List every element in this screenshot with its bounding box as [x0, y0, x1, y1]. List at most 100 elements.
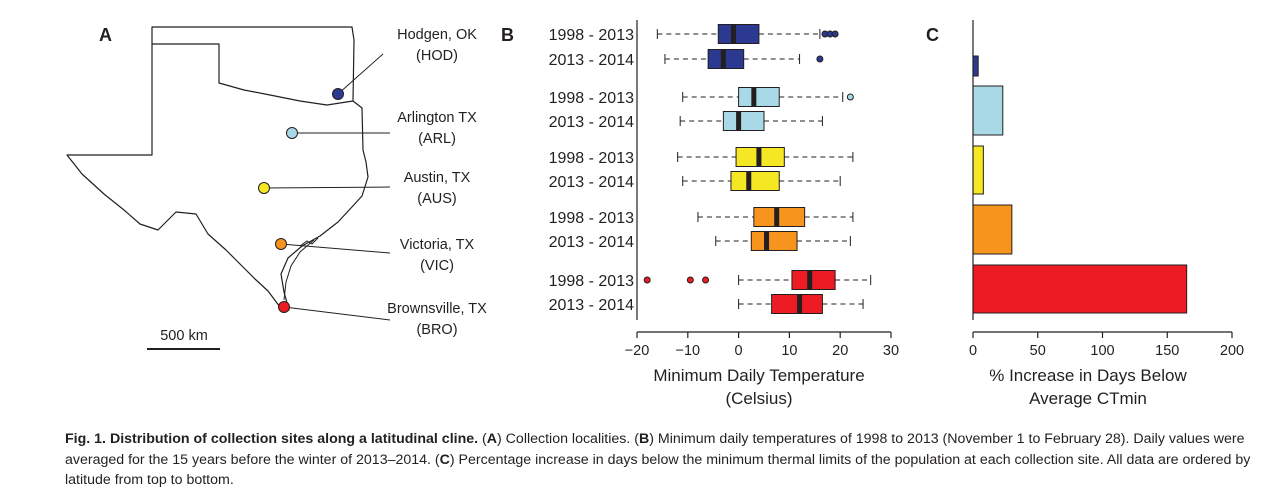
site-name: Austin, TX	[404, 170, 471, 186]
site-arl: Arlington TX (ARL)	[286, 110, 477, 147]
figure: A 500 km Hodgen, OK (HOD) Arlington TX (…	[66, 20, 1244, 408]
box-row-arl-2: 2013 - 2014	[549, 111, 823, 131]
box-median	[774, 207, 780, 227]
caption-part-a-pre: (	[478, 431, 487, 447]
boxplot-marks: 1998 - 2013 2013 - 2014 1998 - 2013 2013 - …	[549, 24, 872, 314]
x-axis-title-line1: Minimum Daily Temperature	[653, 366, 864, 385]
bar-vic	[972, 204, 1013, 255]
caption-fig-label: Fig. 1.	[65, 431, 106, 447]
box-median	[751, 87, 757, 107]
caption-part-a-letter: A	[486, 431, 498, 447]
x-tick-label: 20	[832, 343, 848, 359]
scale-bar-label: 500 km	[160, 328, 208, 344]
caption-part-a-text: ) Collection localities. (	[497, 431, 639, 447]
box-median	[731, 24, 737, 44]
box-iqr	[707, 49, 745, 69]
outlier-point	[831, 30, 839, 38]
caption-part-c-text: ) Percentage increase in days below the …	[65, 451, 1251, 489]
bar-arl	[972, 85, 1004, 136]
leader-line	[263, 186, 391, 189]
site-vic: Victoria, TX (VIC)	[275, 237, 475, 274]
x-tick-label: 50	[1030, 343, 1046, 359]
site-marker	[275, 238, 287, 250]
box-row-label: 1998 - 2013	[549, 90, 635, 107]
box-iqr	[753, 207, 806, 227]
box-median	[746, 171, 752, 191]
site-code: (BRO)	[416, 322, 457, 338]
x-tick-label: 200	[1220, 343, 1244, 359]
box-row-label: 1998 - 2013	[549, 150, 635, 167]
box-median	[797, 294, 803, 314]
x-axis-title-line2: Average CTmin	[1029, 389, 1147, 408]
x-tick-label: −20	[625, 343, 650, 359]
box-row-aus-2: 2013 - 2014	[549, 171, 841, 191]
site-marker	[332, 88, 344, 100]
box-row-hod-2: 2013 - 2014	[549, 49, 824, 69]
panel-a-label: A	[99, 25, 112, 45]
box-iqr	[738, 87, 780, 107]
leader-line	[280, 243, 391, 254]
box-median	[756, 147, 762, 167]
leader-line	[337, 53, 384, 95]
x-tick-label: −10	[675, 343, 700, 359]
box-row-hod-1: 1998 - 2013	[549, 24, 839, 44]
box-row-label: 2013 - 2014	[549, 234, 635, 251]
box-row-arl-1: 1998 - 2013	[549, 87, 854, 107]
site-aus: Austin, TX (AUS)	[258, 170, 471, 207]
box-row-vic-2: 2013 - 2014	[549, 231, 851, 251]
outlier-point	[702, 276, 710, 284]
x-tick-label: 0	[969, 343, 977, 359]
caption-part-b-letter: B	[638, 431, 650, 447]
site-marker	[258, 182, 270, 194]
box-median	[807, 270, 813, 290]
figure-caption: Fig. 1. Distribution of collection sites…	[65, 429, 1255, 491]
panel-c-barchart: C 0 50 100 150 200 % Increase in Days Below …	[926, 20, 1244, 408]
x-tick-label: 30	[883, 343, 899, 359]
x-tick-label: 100	[1090, 343, 1114, 359]
box-row-label: 2013 - 2014	[549, 174, 635, 191]
panel-a-map: A 500 km Hodgen, OK (HOD) Arlington TX (…	[66, 25, 487, 350]
x-tick-label: 10	[781, 343, 797, 359]
caption-part-b-text: ) Minimum daily temperatures of 1998 to …	[65, 431, 1245, 468]
box-row-label: 2013 - 2014	[549, 114, 635, 131]
panel-b-boxplot: B 1998 - 2013 2013 - 2014 1998 - 2013 2013 …	[501, 20, 899, 408]
box-row-label: 2013 - 2014	[549, 52, 635, 69]
box-median	[736, 111, 742, 131]
x-axis-ticks: 0 50 100 150 200	[969, 332, 1244, 359]
bar-marks	[972, 55, 1188, 314]
box-row-label: 1998 - 2013	[549, 27, 635, 44]
site-code: (AUS)	[417, 191, 456, 207]
x-tick-label: 0	[735, 343, 743, 359]
x-axis-title-line2: (Celsius)	[725, 389, 792, 408]
site-code: (HOD)	[416, 48, 458, 64]
box-row-label: 1998 - 2013	[549, 210, 635, 227]
box-row-vic-1: 1998 - 2013	[549, 207, 854, 227]
site-code: (ARL)	[418, 131, 456, 147]
box-row-bro-1: 1998 - 2013	[549, 270, 872, 290]
outlier-point	[816, 55, 824, 63]
outlier-point	[643, 276, 651, 284]
bar-bro	[972, 264, 1188, 314]
box-iqr	[730, 171, 780, 191]
site-hod: Hodgen, OK (HOD)	[332, 27, 477, 100]
site-code: (VIC)	[420, 258, 454, 274]
box-iqr	[722, 111, 765, 131]
site-name: Arlington TX	[397, 110, 477, 126]
texas-oklahoma-outline	[66, 26, 369, 311]
x-axis-title-line1: % Increase in Days Below	[989, 366, 1187, 385]
box-iqr	[791, 270, 836, 290]
coastline-islands	[283, 237, 319, 301]
box-iqr	[750, 231, 798, 251]
box-iqr	[717, 24, 760, 44]
box-median	[764, 231, 770, 251]
x-axis-ticks: −20 −10 0 10 20 30	[625, 332, 899, 359]
box-row-label: 2013 - 2014	[549, 297, 635, 314]
box-row-aus-1: 1998 - 2013	[549, 147, 854, 167]
site-name: Brownsville, TX	[387, 301, 487, 317]
caption-title: Distribution of collection sites along a…	[109, 431, 479, 447]
panel-c-label: C	[926, 25, 939, 45]
box-median	[720, 49, 726, 69]
site-name: Hodgen, OK	[397, 27, 477, 43]
site-marker	[278, 301, 290, 313]
site-marker	[286, 127, 298, 139]
